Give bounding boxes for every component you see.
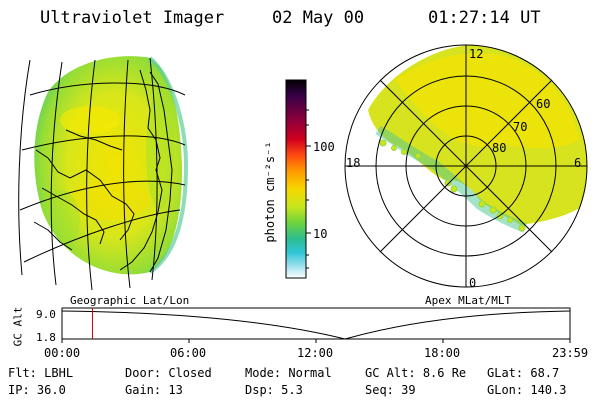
alt-tick-high: 9.0 [36, 308, 56, 321]
mlt-label-dusk: 18 [346, 156, 361, 170]
mlt-label-midnight: 0 [469, 276, 477, 290]
image-date: 02 May 00 [272, 8, 365, 28]
seq-value: 39 [401, 383, 416, 397]
info-ip: IP: 36.0 [8, 383, 66, 397]
mlat-label-80: 80 [492, 141, 507, 155]
colorbar-tick-100: 100 [313, 140, 335, 154]
dsp-value: 5.3 [281, 383, 303, 397]
gain-value: 13 [168, 383, 183, 397]
info-gc-alt: GC Alt: 8.6 Re [365, 366, 467, 380]
info-door: Door: Closed [125, 366, 212, 380]
info-flt: Flt: LBHL [8, 366, 74, 380]
right-panel-caption: Apex MLat/MLT [425, 294, 512, 307]
info-mode: Mode: Normal [245, 366, 332, 380]
info-glon: GLon: 140.3 [487, 383, 567, 397]
time-tick-2359: 23:59 [552, 346, 589, 360]
limb-glow [148, 56, 189, 274]
glat-value: 68.7 [530, 366, 560, 380]
glon-value: 140.3 [530, 383, 567, 397]
filter-value: LBHL [44, 366, 74, 380]
mlt-label-dawn: 6 [574, 156, 582, 170]
door-value: Closed [168, 366, 212, 380]
info-glat: GLat: 68.7 [487, 366, 560, 380]
gc-alt-value: 8.6 Re [422, 366, 467, 380]
ip-value: 36.0 [36, 383, 66, 397]
image-time: 01:27:14 UT [428, 8, 541, 28]
colorbar-tick-10: 10 [313, 227, 328, 241]
instrument-title: Ultraviolet Imager [40, 8, 225, 28]
left-panel-caption: Geographic Lat/Lon [70, 294, 190, 307]
coastlines [33, 69, 173, 273]
info-dsp: Dsp: 5.3 [245, 383, 303, 397]
time-tick-0600: 06:00 [170, 346, 207, 360]
mode-value: Normal [288, 366, 332, 380]
time-tick-1800: 18:00 [424, 346, 461, 360]
mlat-label-60: 60 [536, 97, 551, 111]
mlat-label-70: 70 [513, 120, 528, 134]
mlt-label-noon: 12 [469, 47, 484, 61]
polar-grid [344, 44, 588, 288]
lat-lon-grid [18, 57, 186, 291]
time-tick-0000: 00:00 [44, 346, 81, 360]
altitude-curve [61, 310, 571, 340]
alt-tick-low: 1.8 [36, 331, 56, 344]
time-tick-1200: 12:00 [297, 346, 334, 360]
info-gain: Gain: 13 [125, 383, 183, 397]
info-seq: Seq: 39 [365, 383, 416, 397]
